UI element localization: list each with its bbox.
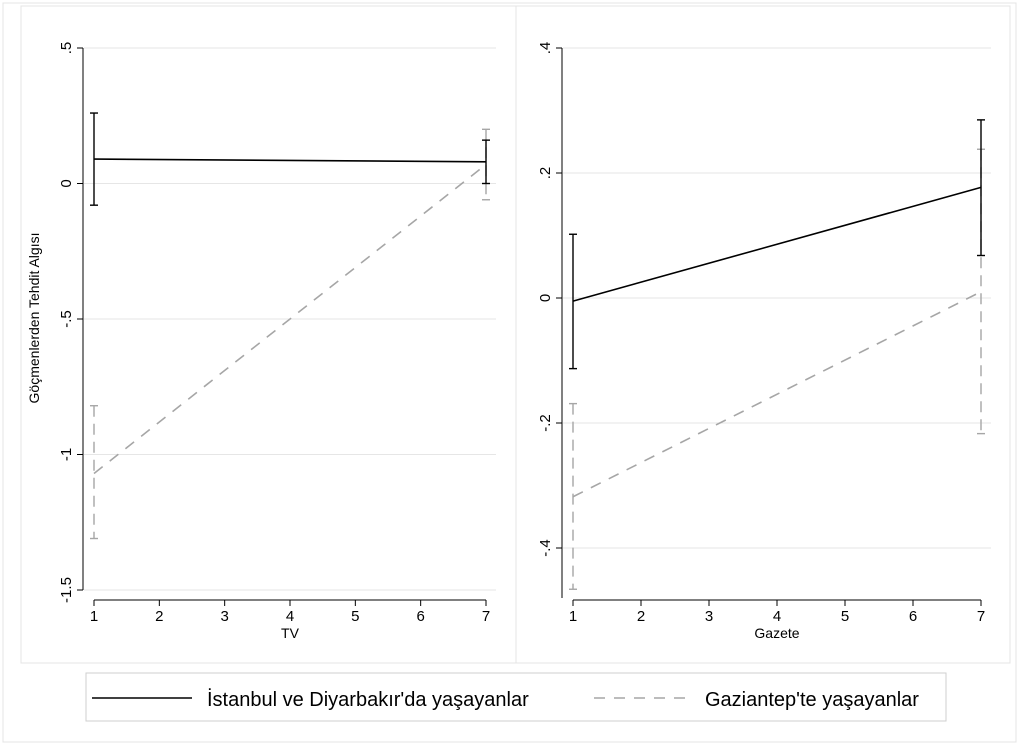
y-tick-label: 0 [58, 179, 75, 187]
x-tick-label: 7 [977, 608, 985, 625]
x-tick-label: 4 [286, 608, 294, 625]
x-tick-label: 6 [416, 608, 424, 625]
x-tick-label: 3 [705, 608, 713, 625]
x-tick-label: 1 [90, 608, 98, 625]
y-axis-title: Göçmenlerden Tehdit Algısı [26, 233, 42, 404]
x-tick-label: 6 [909, 608, 917, 625]
series-line [93, 163, 487, 475]
panel-tv: -1.5 -1 -.5 0 .5 1 2 3 4 5 6 7 TV Göçmenlerden Tehdit… [26, 42, 496, 641]
x-tick-label: 5 [841, 608, 849, 625]
panel-frame-gazete [515, 5, 1011, 664]
x-tick-label: 2 [155, 608, 163, 625]
x-tick-label: 2 [637, 608, 645, 625]
y-tick-label: -.4 [537, 539, 554, 557]
y-tick-label: 0 [537, 294, 554, 302]
y-tick-label: -.5 [58, 310, 75, 328]
y-tick-label: .4 [537, 42, 554, 55]
legend: İstanbul ve Diyarbakır'da yaşayanlar Gaz… [85, 672, 947, 722]
legend-box [85, 672, 947, 722]
x-tick-label: 5 [351, 608, 359, 625]
y-tick-label: -.2 [537, 414, 554, 432]
x-axis-title: TV [281, 625, 300, 641]
series-line [93, 158, 487, 163]
panel-frame-tv [20, 5, 517, 664]
y-tick-label: -1.5 [58, 577, 75, 603]
legend-label-istanbul-diyarbakir: İstanbul ve Diyarbakır'da yaşayanlar [207, 688, 529, 711]
legend-label-gaziantep: Gaziantep'te yaşayanlar [705, 689, 919, 711]
x-axis-title: Gazete [754, 625, 799, 641]
series-line [572, 186, 982, 302]
panel-gazete: -.4 -.2 0 .2 .4 1 2 3 4 5 6 7 Gazete [537, 42, 991, 641]
y-tick-label: -1 [58, 448, 75, 461]
y-tick-label: .5 [58, 42, 75, 55]
series-line [572, 291, 982, 498]
x-tick-label: 1 [569, 608, 577, 625]
x-tick-label: 7 [482, 608, 490, 625]
x-tick-label: 4 [773, 608, 781, 625]
x-tick-label: 3 [220, 608, 228, 625]
y-tick-label: .2 [537, 167, 554, 180]
